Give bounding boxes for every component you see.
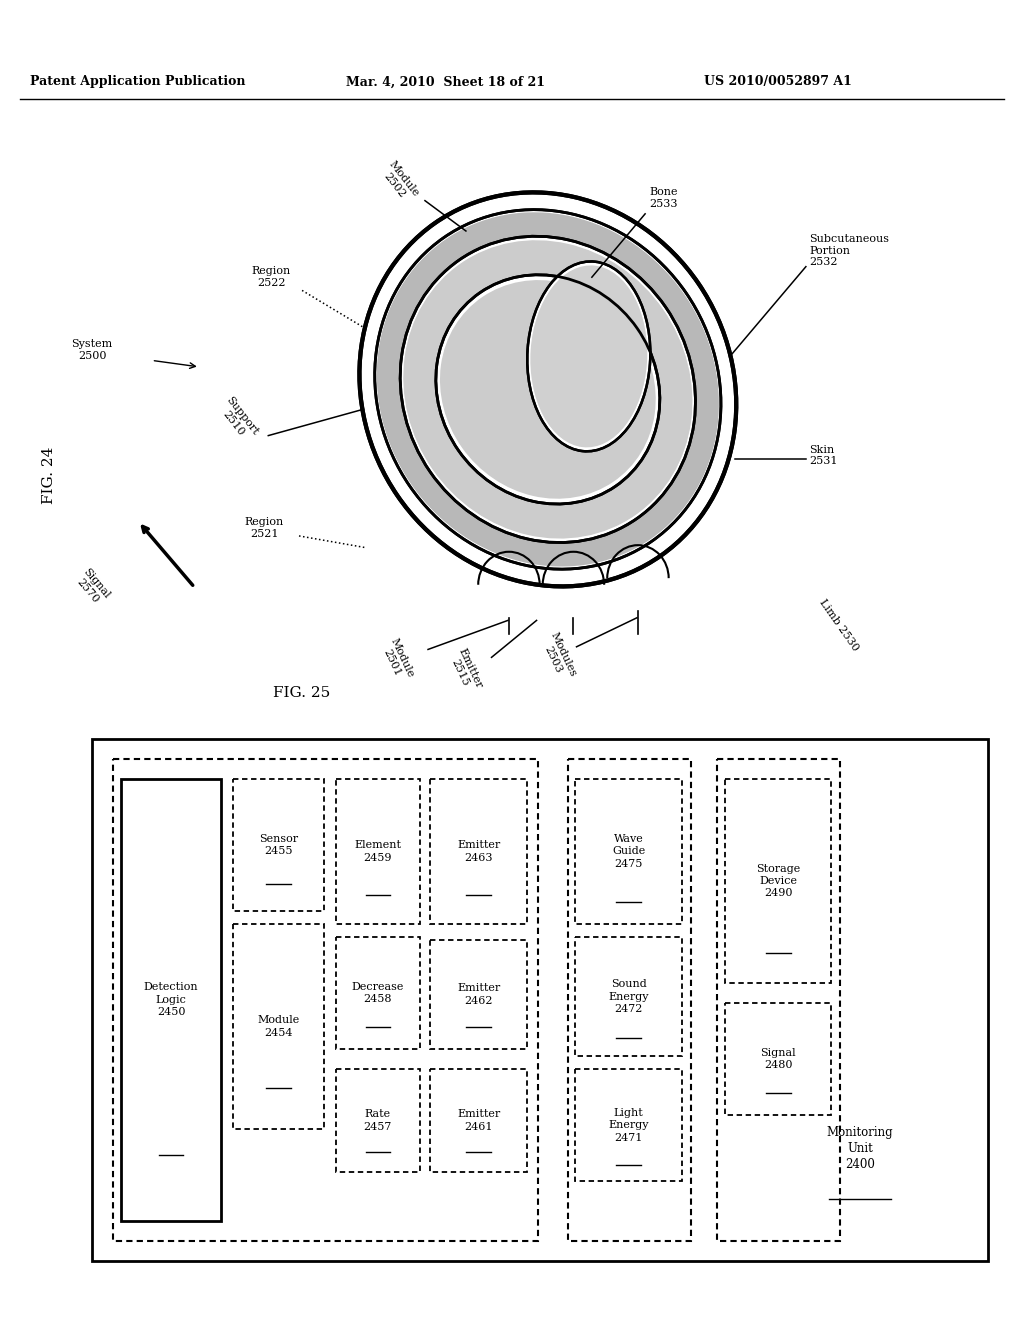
Text: Emitter
2463: Emitter 2463: [457, 841, 501, 862]
Text: Region
2522: Region 2522: [252, 267, 291, 288]
Ellipse shape: [527, 261, 650, 451]
Text: Support
2510: Support 2510: [215, 395, 260, 445]
Bar: [575, 1069, 682, 1181]
Ellipse shape: [359, 193, 736, 586]
Text: Module
2502: Module 2502: [378, 158, 421, 206]
Bar: [575, 937, 682, 1056]
Bar: [336, 937, 420, 1049]
Text: Module
2501: Module 2501: [379, 636, 416, 684]
Text: Sensor
2455: Sensor 2455: [259, 834, 298, 855]
Bar: [233, 779, 324, 911]
Text: Signal
2480: Signal 2480: [761, 1048, 796, 1071]
Text: Wave
Guide
2475: Wave Guide 2475: [612, 834, 645, 869]
Ellipse shape: [400, 236, 695, 543]
Text: Sound
Energy
2472: Sound Energy 2472: [608, 979, 649, 1014]
Ellipse shape: [530, 265, 647, 447]
Text: Patent Application Publication: Patent Application Publication: [31, 75, 246, 88]
Text: US 2010/0052897 A1: US 2010/0052897 A1: [705, 75, 852, 88]
Text: Modules
2503: Modules 2503: [539, 631, 578, 684]
Bar: [717, 759, 840, 1241]
Text: Decrease
2458: Decrease 2458: [351, 982, 404, 1005]
Bar: [568, 759, 691, 1241]
Text: Subcutaneous
Portion
2532: Subcutaneous Portion 2532: [809, 234, 889, 268]
Ellipse shape: [438, 277, 657, 502]
Text: Light
Energy
2471: Light Energy 2471: [608, 1107, 649, 1143]
Text: Region
2521: Region 2521: [245, 517, 284, 539]
Text: Limb 2530: Limb 2530: [817, 598, 860, 653]
Bar: [575, 779, 682, 924]
Text: Monitoring
Unit
2400: Monitoring Unit 2400: [826, 1126, 894, 1171]
Text: Storage
Device
2490: Storage Device 2490: [756, 863, 801, 899]
Bar: [725, 779, 831, 983]
Bar: [430, 779, 527, 924]
Text: Emitter
2461: Emitter 2461: [457, 1110, 501, 1131]
Bar: [113, 759, 538, 1241]
Bar: [725, 1003, 831, 1115]
Text: Emitter
2515: Emitter 2515: [446, 647, 483, 694]
Bar: [336, 779, 420, 924]
Text: Module
2454: Module 2454: [257, 1015, 300, 1038]
Ellipse shape: [403, 240, 692, 539]
Bar: [430, 940, 527, 1049]
Text: Rate
2457: Rate 2457: [364, 1110, 392, 1131]
Text: Bone
2533: Bone 2533: [649, 187, 678, 209]
Ellipse shape: [440, 280, 655, 499]
Ellipse shape: [436, 275, 659, 504]
Ellipse shape: [377, 213, 719, 566]
Text: Emitter
2462: Emitter 2462: [457, 983, 501, 1006]
Bar: [92, 739, 988, 1261]
Text: FIG. 25: FIG. 25: [273, 686, 331, 700]
Bar: [121, 779, 221, 1221]
Text: Skin
2531: Skin 2531: [809, 445, 838, 466]
Text: System
2500: System 2500: [72, 339, 113, 360]
Ellipse shape: [375, 210, 721, 569]
Text: Element
2459: Element 2459: [354, 841, 401, 862]
Bar: [336, 1069, 420, 1172]
Text: Signal
2570: Signal 2570: [73, 566, 112, 609]
Text: FIG. 24: FIG. 24: [42, 446, 56, 504]
Bar: [233, 924, 324, 1129]
Text: Detection
Logic
2450: Detection Logic 2450: [143, 982, 199, 1018]
Text: Mar. 4, 2010  Sheet 18 of 21: Mar. 4, 2010 Sheet 18 of 21: [346, 75, 545, 88]
Bar: [430, 1069, 527, 1172]
